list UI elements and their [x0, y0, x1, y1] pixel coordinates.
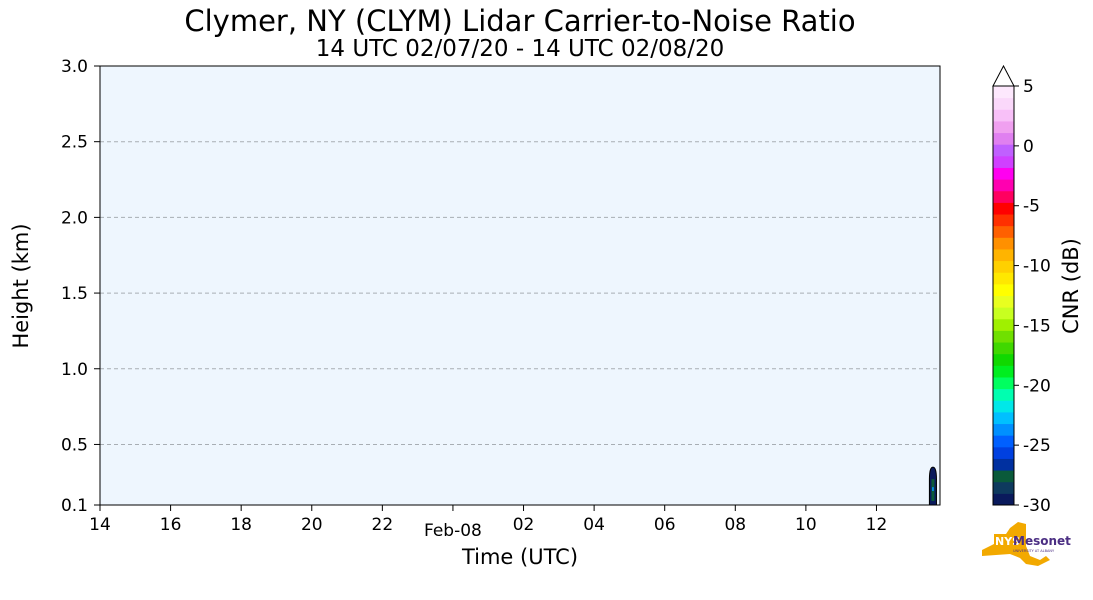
chart-title: Clymer, NY (CLYM) Lidar Carrier-to-Noise… [184, 4, 856, 38]
x-tick-label: 22 [372, 515, 394, 535]
y-tick-label: 2.5 [61, 133, 88, 153]
logo-subtext: UNIVERSITY AT ALBANY [1013, 549, 1055, 553]
y-tick-label: 1.5 [61, 284, 88, 304]
cnr-data-core-inner [932, 487, 934, 491]
colorbar-segment [993, 481, 1014, 494]
y-axis-label: Height (km) [9, 223, 33, 348]
colorbar-segment [993, 260, 1014, 273]
colorbar-segment [993, 237, 1014, 250]
colorbar-segment [993, 109, 1014, 122]
y-tick-label: 0.5 [61, 435, 88, 455]
x-tick-label: 06 [654, 515, 676, 535]
colorbar-tick-label: -5 [1023, 197, 1040, 217]
colorbar-segment [993, 283, 1014, 296]
y-tick-label: 3.0 [61, 57, 88, 77]
colorbar-segment [993, 318, 1014, 331]
colorbar-extend-arrow [992, 64, 1015, 87]
nys-mesonet-logo: NYS Mesonet UNIVERSITY AT ALBANY [982, 522, 1071, 566]
colorbar-segment [993, 132, 1014, 145]
colorbar-segment [993, 388, 1014, 401]
colorbar-segment [993, 248, 1014, 262]
colorbar-segment [993, 155, 1014, 168]
colorbar-segment [993, 295, 1014, 308]
x-tick-label: 02 [513, 515, 535, 535]
colorbar-segment [993, 167, 1014, 180]
colorbar-segment [993, 400, 1014, 413]
ny-state-shape-icon [982, 522, 1050, 566]
colorbar-frame [992, 85, 1015, 506]
colorbar-segment [993, 272, 1014, 285]
y-tick-label: 2.0 [61, 208, 88, 228]
colorbar-segment [993, 179, 1014, 192]
colorbar-segment [993, 202, 1014, 215]
colorbar-segment [993, 493, 1014, 506]
colorbar-segment [993, 423, 1014, 436]
colorbar-tick-label: -30 [1023, 496, 1051, 516]
colorbar-segment [993, 470, 1014, 483]
logo-nys-text: NYS [995, 535, 1020, 548]
colorbar-segment [993, 342, 1014, 355]
colorbar-segment [993, 86, 1014, 99]
plot-frame [99, 65, 941, 506]
colorbar-tick-label: -25 [1023, 436, 1051, 456]
colorbar-segment [993, 353, 1014, 366]
logo-mesonet-text: Mesonet [1013, 534, 1071, 548]
colorbar-segment [993, 435, 1014, 448]
x-tick-label: 16 [160, 515, 182, 535]
x-tick-label: 20 [301, 515, 323, 535]
colorbar-label: CNR (dB) [1059, 238, 1083, 334]
x-axis-label: Time (UTC) [461, 545, 578, 569]
x-tick-label: 04 [583, 515, 605, 535]
colorbar-segment [993, 376, 1014, 390]
colorbar-tick-label: -15 [1023, 316, 1051, 336]
colorbar-segment [993, 446, 1014, 459]
x-tick-label: 12 [866, 515, 888, 535]
colorbar-tick-label: -20 [1023, 376, 1051, 396]
chart-subtitle: 14 UTC 02/07/20 - 14 UTC 02/08/20 [315, 36, 725, 62]
colorbar-segment [993, 190, 1014, 203]
colorbar-tick-label: 5 [1023, 77, 1034, 97]
plot-background [100, 66, 940, 505]
x-tick-label: 18 [230, 515, 252, 535]
x-tick-label: Feb-08 [424, 521, 482, 541]
colorbar-segment [993, 144, 1014, 157]
x-tick-label: 08 [724, 515, 746, 535]
colorbar-segment [993, 330, 1014, 343]
colorbar-segment [993, 225, 1014, 238]
colorbar-segment [993, 458, 1014, 471]
colorbar-segment [993, 97, 1014, 110]
x-tick-label: 10 [795, 515, 817, 535]
colorbar-segment [993, 307, 1014, 320]
colorbar-segment [993, 411, 1014, 425]
y-tick-label: 0.1 [61, 496, 88, 516]
logo-nys-box [994, 534, 1012, 548]
colorbar-segment [993, 120, 1014, 134]
colorbar-segment [993, 365, 1014, 378]
x-tick-label: 14 [89, 515, 111, 535]
colorbar-tick-label: 0 [1023, 137, 1034, 157]
colorbar-tick-label: -10 [1023, 257, 1051, 277]
colorbar-segment [993, 214, 1014, 227]
y-tick-label: 1.0 [61, 360, 88, 380]
